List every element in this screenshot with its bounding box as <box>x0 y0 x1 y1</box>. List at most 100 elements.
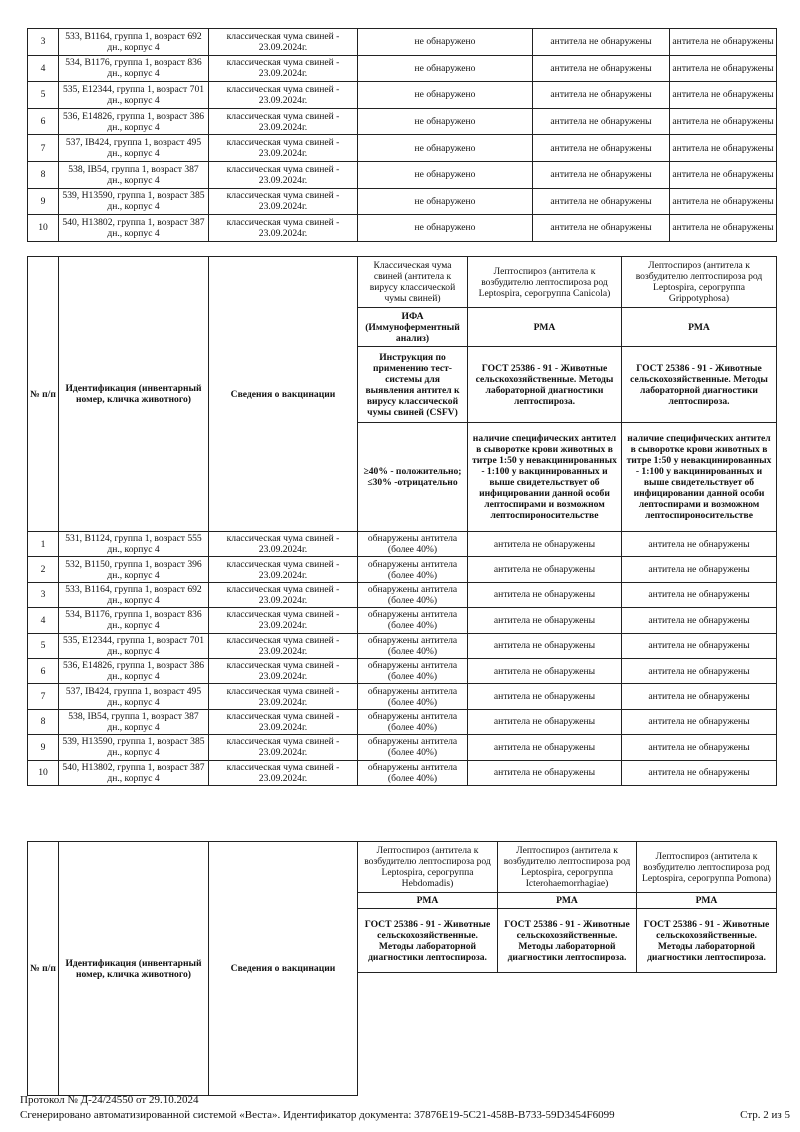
table-row: 7 537, IB424, группа 1, возраст 495 дн., … <box>27 683 777 710</box>
result-cell: антитела не обнаружены <box>467 683 622 710</box>
row-number: 6 <box>27 107 59 136</box>
result-cell: не обнаружено <box>357 54 533 83</box>
header-norm-doc: ГОСТ 25386 - 91 - Животные сельскохозяйс… <box>467 346 622 423</box>
result-cell: не обнаружено <box>357 107 533 136</box>
header-norm-doc: ГОСТ 25386 - 91 - Животные сельскохозяйс… <box>621 346 777 423</box>
vaccination-info: классическая чума свиней - 23.09.2024г. <box>208 160 358 189</box>
table-row: 10 540, H13802, группа 1, возраст 387 дн.… <box>27 759 777 786</box>
result-cell: антитела не обнаружены <box>532 187 670 216</box>
result-cell: антитела не обнаружены <box>532 134 670 162</box>
animal-identification: 533, B1164, группа 1, возраст 692 дн., к… <box>58 28 209 56</box>
result-cell: не обнаружено <box>357 134 533 162</box>
row-number: 3 <box>27 28 59 56</box>
header-norm-doc: ГОСТ 25386 - 91 - Животные сельскохозяйс… <box>636 908 777 973</box>
animal-identification: 537, IB424, группа 1, возраст 495 дн., к… <box>58 683 209 710</box>
table-row: 4 534, B1176, группа 1, возраст 836 дн., … <box>27 607 777 634</box>
header-method: РМА <box>497 892 637 909</box>
vaccination-info: классическая чума свиней - 23.09.2024г. <box>208 581 358 609</box>
result-cell: антитела не обнаружены <box>621 708 777 736</box>
result-cell: антитела не обнаружены <box>532 54 670 83</box>
header-norm-doc: Инструкция по применению тест-системы дл… <box>357 346 468 423</box>
result-cell: антитела не обнаружены <box>621 759 777 786</box>
table-row: 5 535, E12344, группа 1, возраст 701 дн.,… <box>27 81 777 109</box>
row-number: 10 <box>27 759 59 786</box>
row-number: 6 <box>27 657 59 685</box>
result-cell: антитела не обнаружены <box>669 134 777 162</box>
result-cell: обнаружены антитела (более 40%) <box>357 607 468 634</box>
header-vaccination: Сведения о вакцинации <box>208 256 358 532</box>
result-cell: антитела не обнаружены <box>669 28 777 56</box>
table-row: 3 533, B1164, группа 1, возраст 692 дн., … <box>27 28 777 56</box>
header-number: № п/п <box>27 841 59 1096</box>
header-number: № п/п <box>27 256 59 532</box>
animal-identification: 538, IB54, группа 1, возраст 387 дн., ко… <box>58 708 209 736</box>
result-cell: антитела не обнаружены <box>532 107 670 136</box>
table-row: 1 531, B1124, группа 1, возраст 555 дн., … <box>27 530 777 558</box>
vaccination-info: классическая чума свиней - 23.09.2024г. <box>208 107 358 136</box>
animal-identification: 532, B1150, группа 1, возраст 396 дн., к… <box>58 556 209 583</box>
result-cell: антитела не обнаружены <box>532 214 670 242</box>
result-cell: антитела не обнаружены <box>669 107 777 136</box>
row-number: 4 <box>27 607 59 634</box>
result-cell: обнаружены антитела (более 40%) <box>357 759 468 786</box>
animal-identification: 531, B1124, группа 1, возраст 555 дн., к… <box>58 530 209 558</box>
animal-identification: 534, B1176, группа 1, возраст 836 дн., к… <box>58 607 209 634</box>
vaccination-info: классическая чума свиней - 23.09.2024г. <box>208 54 358 83</box>
animal-identification: 540, H13802, группа 1, возраст 387 дн., … <box>58 759 209 786</box>
header-test-title: Лептоспироз (антитела к возбудителю лепт… <box>357 841 498 893</box>
row-number: 9 <box>27 187 59 216</box>
generated-note: Сгенерировано автоматизированной системо… <box>20 1109 615 1121</box>
result-cell: не обнаружено <box>357 187 533 216</box>
result-cell: антитела не обнаружены <box>621 734 777 761</box>
results-table-continued: 3 533, B1164, группа 1, возраст 692 дн., … <box>27 28 777 242</box>
table-row: 2 532, B1150, группа 1, возраст 396 дн., … <box>27 556 777 583</box>
result-cell: антитела не обнаружены <box>532 160 670 189</box>
result-cell: антитела не обнаружены <box>532 28 670 56</box>
header-method: РМА <box>357 892 498 909</box>
header-test-title: Лептоспироз (антитела к возбудителю лепт… <box>621 256 777 308</box>
table-row: 6 536, E14826, группа 1, возраст 386 дн.,… <box>27 107 777 136</box>
header-identification: Идентификация (инвентарный номер, кличка… <box>58 256 209 532</box>
table-row: 6 536, E14826, группа 1, возраст 386 дн.,… <box>27 657 777 685</box>
table-row: 9 539, H13590, группа 1, возраст 385 дн.,… <box>27 734 777 761</box>
animal-identification: 539, H13590, группа 1, возраст 385 дн., … <box>58 734 209 761</box>
row-number: 8 <box>27 160 59 189</box>
header-norm-doc: ГОСТ 25386 - 91 - Животные сельскохозяйс… <box>497 908 637 973</box>
result-cell: антитела не обнаружены <box>669 187 777 216</box>
row-number: 8 <box>27 708 59 736</box>
table-row: 8 538, IB54, группа 1, возраст 387 дн., к… <box>27 160 777 189</box>
row-number: 5 <box>27 81 59 109</box>
animal-identification: 539, H13590, группа 1, возраст 385 дн., … <box>58 187 209 216</box>
results-table-leptospira-2: № п/п Идентификация (инвентарный номер, … <box>27 841 777 1096</box>
result-cell: антитела не обнаружены <box>621 632 777 659</box>
animal-identification: 535, E12344, группа 1, возраст 701 дн., … <box>58 632 209 659</box>
result-cell: антитела не обнаружены <box>669 54 777 83</box>
header-vaccination: Сведения о вакцинации <box>208 841 358 1096</box>
result-cell: антитела не обнаружены <box>621 556 777 583</box>
result-cell: обнаружены антитела (более 40%) <box>357 708 468 736</box>
result-cell: обнаружены антитела (более 40%) <box>357 581 468 609</box>
result-cell: обнаружены антитела (более 40%) <box>357 632 468 659</box>
result-cell: антитела не обнаружены <box>621 657 777 685</box>
result-cell: обнаружены антитела (более 40%) <box>357 556 468 583</box>
vaccination-info: классическая чума свиней - 23.09.2024г. <box>208 683 358 710</box>
animal-identification: 538, IB54, группа 1, возраст 387 дн., ко… <box>58 160 209 189</box>
result-cell: антитела не обнаружены <box>467 708 622 736</box>
vaccination-info: классическая чума свиней - 23.09.2024г. <box>208 556 358 583</box>
header-method: РМА <box>621 307 777 347</box>
row-number: 5 <box>27 632 59 659</box>
row-number: 7 <box>27 683 59 710</box>
result-cell: антитела не обнаружены <box>669 81 777 109</box>
vaccination-info: классическая чума свиней - 23.09.2024г. <box>208 657 358 685</box>
vaccination-info: классическая чума свиней - 23.09.2024г. <box>208 28 358 56</box>
table-row: 10 540, H13802, группа 1, возраст 387 дн.… <box>27 214 777 242</box>
table-row: 5 535, E12344, группа 1, возраст 701 дн.,… <box>27 632 777 659</box>
result-cell: антитела не обнаружены <box>467 556 622 583</box>
result-cell: антитела не обнаружены <box>621 607 777 634</box>
animal-identification: 533, B1164, группа 1, возраст 692 дн., к… <box>58 581 209 609</box>
result-cell: антитела не обнаружены <box>467 581 622 609</box>
results-table-csf-leptospira: № п/п Идентификация (инвентарный номер, … <box>27 256 777 786</box>
page-number: Стр. 2 из 5 <box>740 1109 790 1121</box>
animal-identification: 535, E12344, группа 1, возраст 701 дн., … <box>58 81 209 109</box>
animal-identification: 536, E14826, группа 1, возраст 386 дн., … <box>58 657 209 685</box>
